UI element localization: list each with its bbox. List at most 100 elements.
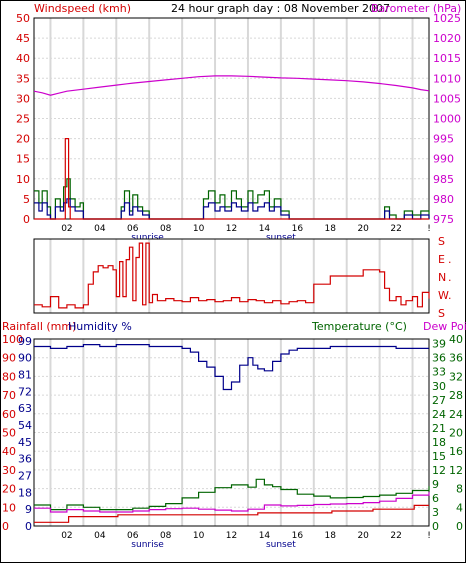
barometer-tick-label: 995 — [433, 133, 454, 146]
sunrise-label: sunrise — [131, 540, 164, 550]
temperature-tick-label: 0 — [456, 520, 463, 533]
barometer-tick-label: 1015 — [433, 52, 461, 65]
dewpoint-tick-label: 6 — [432, 492, 439, 505]
dewpoint-tick-label: 0 — [432, 520, 439, 533]
x-tick-label: 02 — [61, 224, 72, 234]
temperature-tick-label: 40 — [449, 333, 463, 346]
windspeed-axis-label: Windspeed (kmh) — [34, 2, 131, 15]
windspeed-tick-label: 50 — [16, 12, 30, 25]
rainfall-tick-label: 40 — [2, 445, 16, 458]
x-tick-label: 16 — [292, 224, 304, 234]
barometer-tick-label: 1020 — [433, 32, 461, 45]
dewpoint-tick-label: 3 — [432, 506, 439, 519]
x-tick-label: ! — [427, 224, 431, 234]
rainfall-tick-label: 50 — [2, 427, 16, 440]
windspeed-tick-label: 10 — [16, 173, 30, 186]
humidity-tick-label: 9 — [25, 503, 32, 516]
dewpoint-tick-label: 21 — [432, 422, 446, 435]
x-tick-label: 12 — [226, 224, 237, 234]
direction-separator: . — [448, 289, 452, 302]
rainfall-tick-label: 90 — [2, 352, 16, 365]
humidity-tick-label: 72 — [18, 385, 32, 398]
x-tick-label: 08 — [160, 531, 172, 541]
x-tick-label: 04 — [94, 531, 106, 541]
windspeed-tick-label: 45 — [16, 32, 30, 45]
direction-label: N — [438, 271, 446, 284]
dewpoint-tick-label: 33 — [432, 366, 446, 379]
x-tick-label: 18 — [325, 531, 337, 541]
rainfall-tick-label: 30 — [2, 464, 16, 477]
x-tick-label: 10 — [193, 531, 205, 541]
dewpoint-tick-label: 30 — [432, 380, 446, 393]
windspeed-tick-label: 40 — [16, 52, 30, 65]
humidity-tick-label: 0 — [25, 520, 32, 533]
dewpoint-tick-label: 39 — [432, 338, 446, 351]
temperature-tick-label: 20 — [449, 427, 463, 440]
x-tick-label: ! — [427, 531, 431, 541]
dewpoint-tick-label: 9 — [432, 478, 439, 491]
direction-label: S — [438, 307, 445, 320]
rainfall-tick-label: 80 — [2, 370, 16, 383]
rainfall-tick-label: 10 — [2, 501, 16, 514]
temperature-tick-label: 36 — [449, 352, 463, 365]
barometer-tick-label: 1025 — [433, 12, 461, 25]
barometer-axis-label: Barometer (hPa) — [371, 2, 461, 15]
humidity-tick-label: 27 — [18, 470, 32, 483]
graph-title: 24 hour graph day : 08 November 2007 — [171, 2, 390, 15]
windspeed-tick-label: 25 — [16, 113, 30, 126]
humidity-tick-label: 54 — [18, 419, 32, 432]
dewpoint-tick-label: 27 — [432, 394, 446, 407]
barometer-tick-label: 990 — [433, 153, 454, 166]
barometer-tick-label: 1005 — [433, 92, 461, 105]
rainfall-tick-label: 0 — [2, 520, 9, 533]
dewpoint-tick-label: 36 — [432, 352, 446, 365]
barometer-tick-label: 975 — [433, 213, 454, 226]
x-tick-label: 10 — [193, 224, 205, 234]
temperature-axis-label: Temperature (°C) — [311, 320, 407, 333]
x-tick-label: 14 — [259, 224, 271, 234]
humidity-tick-label: 90 — [18, 352, 32, 365]
series-line — [34, 242, 430, 309]
rainfall-tick-label: 20 — [2, 483, 16, 496]
rainfall-axis-label: Rainfall (mm) — [2, 320, 76, 333]
plot-border — [33, 238, 430, 314]
rainfall-tick-label: 70 — [2, 389, 16, 402]
temperature-tick-label: 16 — [449, 445, 463, 458]
x-tick-label: 16 — [292, 531, 304, 541]
dewpoint-tick-label: 12 — [432, 464, 446, 477]
humidity-tick-label: 45 — [18, 436, 32, 449]
humidity-tick-label: 18 — [18, 486, 32, 499]
sunset-label: sunset — [266, 540, 296, 550]
x-tick-label: 02 — [61, 531, 72, 541]
windspeed-tick-label: 15 — [16, 153, 30, 166]
series-line — [34, 478, 430, 511]
dewpoint-tick-label: 15 — [432, 450, 446, 463]
humidity-tick-label: 99 — [18, 335, 32, 348]
humidity-tick-label: 81 — [18, 369, 32, 382]
series-line — [33, 75, 430, 96]
windspeed-tick-label: 30 — [16, 92, 30, 105]
x-tick-label: 20 — [357, 224, 369, 234]
dewpoint-axis-label: Dew Point — [423, 320, 466, 333]
windspeed-tick-label: 0 — [23, 213, 30, 226]
direction-label: S — [438, 235, 445, 248]
direction-label: W — [438, 289, 449, 302]
humidity-axis-label: Humidity % — [68, 320, 132, 333]
x-tick-label: 20 — [357, 531, 369, 541]
x-tick-label: 08 — [160, 224, 172, 234]
x-tick-label: 04 — [94, 224, 106, 234]
humidity-tick-label: 36 — [18, 453, 32, 466]
x-tick-label: 06 — [127, 224, 139, 234]
series-line — [34, 504, 429, 523]
series-line — [34, 344, 429, 391]
x-tick-label: 18 — [325, 224, 337, 234]
series-line — [34, 492, 430, 513]
direction-separator: . — [448, 271, 452, 284]
barometer-tick-label: 985 — [433, 173, 454, 186]
rainfall-tick-label: 60 — [2, 408, 16, 421]
temperature-tick-label: 8 — [456, 483, 463, 496]
x-tick-label: 22 — [390, 531, 401, 541]
temperature-tick-label: 28 — [449, 389, 463, 402]
x-tick-label: 22 — [390, 224, 401, 234]
windspeed-tick-label: 35 — [16, 72, 30, 85]
